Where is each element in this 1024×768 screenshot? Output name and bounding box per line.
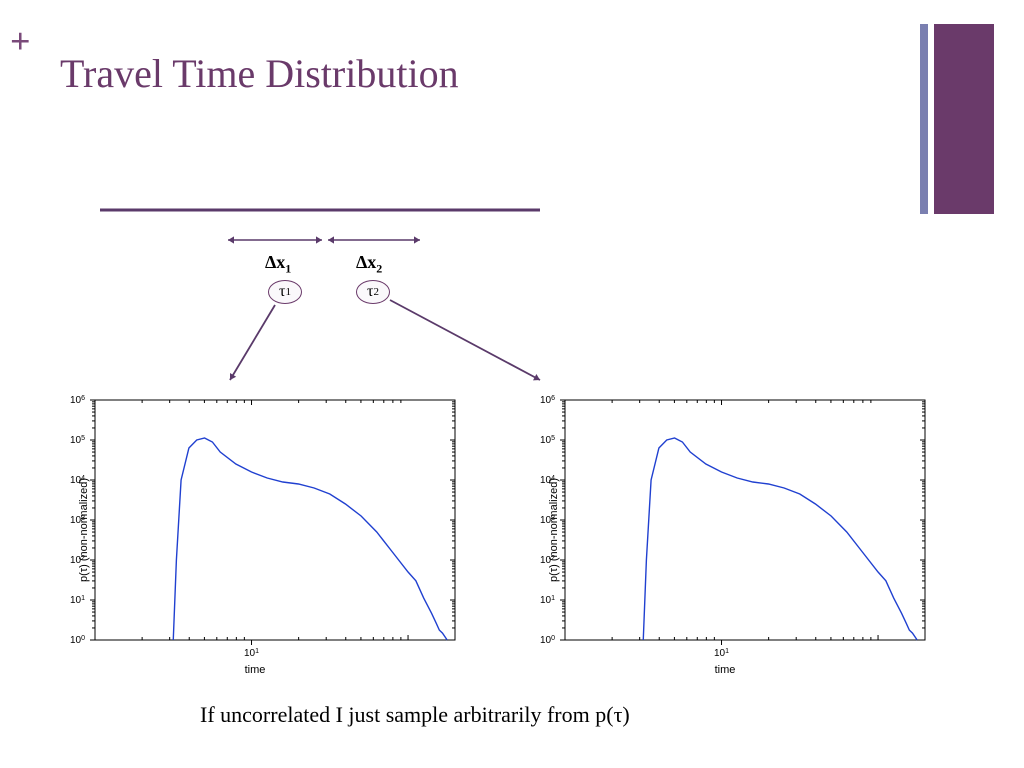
side-accent-bars	[920, 24, 994, 214]
chart-right-xlabel: time	[715, 664, 736, 676]
bottom-caption: If uncorrelated I just sample arbitraril…	[200, 702, 630, 728]
svg-text:106: 106	[540, 395, 555, 407]
charts-row: 100101102103104105106101 p(τ) (non-norma…	[40, 390, 940, 670]
diagram-svg	[60, 200, 560, 400]
svg-text:100: 100	[540, 635, 555, 647]
delta-x1-label: Δx1	[265, 252, 291, 277]
svg-text:105: 105	[70, 435, 85, 447]
page-title: Travel Time Distribution	[60, 50, 459, 97]
segment-diagram: Δx1 Δx2 τ1 τ2	[60, 200, 560, 360]
chart-right-svg: 100101102103104105106101	[510, 390, 940, 670]
delta-x2-label: Δx2	[356, 252, 382, 277]
svg-text:101: 101	[244, 648, 259, 660]
svg-text:106: 106	[70, 395, 85, 407]
svg-text:101: 101	[70, 595, 85, 607]
svg-text:101: 101	[714, 648, 729, 660]
accent-bar-thin	[920, 24, 928, 214]
chart-left-ylabel: p(τ) (non-normalized)	[78, 478, 90, 582]
plus-icon: +	[10, 20, 31, 62]
tau2-circle: τ2	[356, 280, 390, 304]
svg-text:105: 105	[540, 435, 555, 447]
chart-left-xlabel: time	[245, 664, 266, 676]
svg-text:100: 100	[70, 635, 85, 647]
svg-text:101: 101	[540, 595, 555, 607]
accent-bar-thick	[934, 24, 994, 214]
chart-left-svg: 100101102103104105106101	[40, 390, 470, 670]
chart-right: 100101102103104105106101 p(τ) (non-norma…	[510, 390, 940, 670]
tau1-circle: τ1	[268, 280, 302, 304]
chart-left: 100101102103104105106101 p(τ) (non-norma…	[40, 390, 470, 670]
chart-right-ylabel: p(τ) (non-normalized)	[548, 478, 560, 582]
